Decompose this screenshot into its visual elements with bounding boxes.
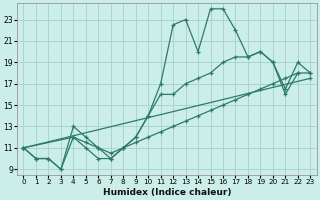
X-axis label: Humidex (Indice chaleur): Humidex (Indice chaleur) (103, 188, 231, 197)
